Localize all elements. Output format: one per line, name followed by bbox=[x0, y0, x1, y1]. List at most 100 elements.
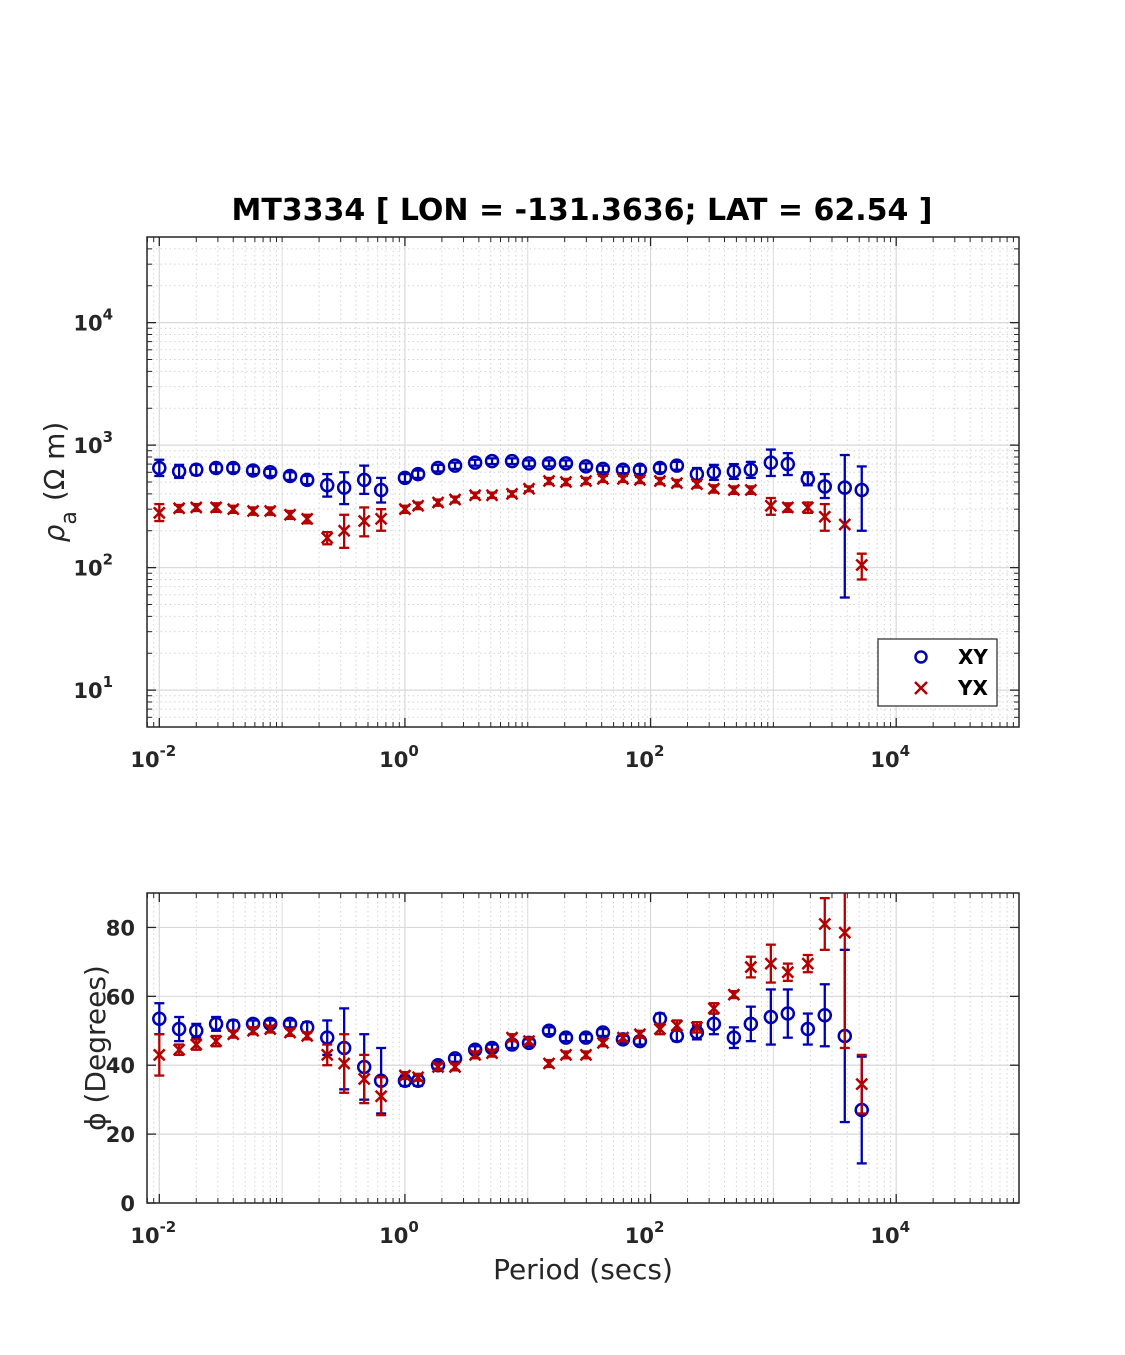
resistivity-errorbar bbox=[560, 459, 571, 468]
resistivity-point-yx bbox=[744, 483, 758, 497]
resistivity-errorbar bbox=[782, 451, 793, 477]
phase-errorbar bbox=[765, 988, 776, 1046]
phase-point-yx bbox=[468, 1048, 482, 1062]
phase-point-yx bbox=[337, 1057, 351, 1070]
phase-point-yx bbox=[801, 957, 815, 970]
resistivity-point-xy bbox=[189, 462, 204, 477]
phase-point-xy bbox=[208, 1016, 224, 1032]
resistivity-point-yx bbox=[263, 504, 277, 518]
phase-axes: 10-2 100 102 104 0 20 40 60 80 ϕ (Degrees) Perio… bbox=[79, 892, 1020, 1286]
phase-ytick-label: 0 bbox=[120, 1192, 135, 1216]
phase-point-xy bbox=[578, 1030, 594, 1045]
phase-errorbar bbox=[839, 893, 850, 1050]
phase-point-yx bbox=[744, 960, 758, 974]
phase-xtick-label: 10-2 bbox=[130, 1218, 176, 1248]
resistivity-point-yx bbox=[448, 493, 462, 506]
phase-point-xy bbox=[726, 1030, 742, 1045]
resistivity-errorbar bbox=[507, 457, 518, 466]
resistivity-ylabel-sub: a bbox=[57, 511, 82, 524]
resistivity-point-xy bbox=[336, 480, 352, 495]
phase-point-yx bbox=[448, 1060, 462, 1074]
phase-ytick-label: 20 bbox=[106, 1123, 135, 1147]
phase-point-yx bbox=[542, 1057, 556, 1070]
resistivity-errorbar bbox=[376, 476, 387, 504]
resistivity-point-yx bbox=[337, 524, 351, 538]
legend-yx-marker bbox=[914, 681, 928, 695]
resistivity-point-yx bbox=[357, 514, 371, 528]
phase-point-xy bbox=[558, 1030, 574, 1045]
phase-grid bbox=[146, 893, 1020, 1203]
resistivity-point-yx bbox=[374, 512, 388, 526]
phase-point-yx bbox=[670, 1019, 684, 1032]
phase-point-yx bbox=[357, 1072, 371, 1086]
resistivity-data bbox=[152, 448, 869, 599]
resistivity-point-yx bbox=[633, 473, 647, 487]
resistivity-point-xy bbox=[504, 453, 520, 469]
resistivity-point-yx bbox=[320, 531, 334, 545]
chart-title: MT3334 [ LON = -131.3636; LAT = 62.54 ] bbox=[231, 193, 932, 228]
resistivity-point-xy bbox=[171, 464, 187, 479]
resistivity-point-yx bbox=[398, 502, 412, 516]
resistivity-ytick-label: 104 bbox=[73, 306, 113, 336]
resistivity-point-yx bbox=[838, 518, 852, 531]
resistivity-axes-box bbox=[146, 236, 1020, 728]
phase-point-xy bbox=[152, 1011, 167, 1026]
resistivity-point-yx bbox=[818, 510, 832, 524]
resistivity-point-yx bbox=[226, 502, 240, 516]
phase-point-yx bbox=[616, 1031, 630, 1045]
resistivity-point-xy bbox=[262, 465, 278, 480]
phase-point-yx bbox=[411, 1070, 425, 1084]
phase-ytick-label: 40 bbox=[106, 1054, 135, 1078]
phase-point-yx bbox=[596, 1036, 610, 1050]
phase-point-yx bbox=[246, 1024, 260, 1038]
resistivity-errorbar bbox=[580, 462, 591, 471]
phase-point-yx bbox=[838, 926, 852, 939]
phase-point-xy bbox=[743, 1016, 759, 1032]
resistivity-point-yx bbox=[505, 487, 519, 501]
resistivity-point-xy bbox=[319, 478, 335, 493]
resistivity-point-yx bbox=[209, 501, 223, 514]
phase-point-xy bbox=[171, 1021, 187, 1037]
phase-point-yx bbox=[727, 988, 741, 1001]
resistivity-errorbar bbox=[470, 458, 481, 467]
resistivity-ylabel: ρa (Ω m) bbox=[38, 422, 82, 543]
phase-point-xy bbox=[817, 1008, 833, 1023]
resistivity-errorbar bbox=[359, 464, 370, 496]
resistivity-point-yx bbox=[246, 504, 260, 518]
phase-point-xy bbox=[800, 1021, 816, 1037]
resistivity-point-xy bbox=[430, 460, 446, 476]
legend-yx-label: YX bbox=[957, 676, 988, 700]
phase-point-yx bbox=[559, 1048, 573, 1062]
resistivity-point-xy bbox=[743, 462, 759, 477]
resistivity-errorbar bbox=[819, 472, 830, 500]
resistivity-point-xy bbox=[854, 482, 869, 498]
resistivity-point-xy bbox=[521, 456, 537, 471]
phase-point-xy bbox=[780, 1006, 796, 1021]
resistivity-point-xy bbox=[632, 462, 648, 477]
phase-xtick-label: 104 bbox=[870, 1218, 910, 1248]
resistivity-point-xy bbox=[373, 482, 389, 498]
phase-errorbar bbox=[782, 988, 793, 1039]
resistivity-xtick-label: 102 bbox=[625, 742, 665, 772]
phase-point-yx bbox=[398, 1069, 412, 1082]
resistivity-point-xy bbox=[282, 468, 298, 484]
resistivity-point-xy bbox=[800, 471, 816, 487]
resistivity-point-xy bbox=[397, 470, 413, 486]
resistivity-point-yx bbox=[522, 482, 536, 496]
phase-point-yx bbox=[209, 1034, 223, 1048]
phase-point-xy bbox=[706, 1016, 722, 1032]
phase-point-xy bbox=[763, 1009, 779, 1025]
resistivity-point-xy bbox=[541, 456, 557, 471]
resistivity-errorbar bbox=[839, 453, 850, 599]
phase-errorbar bbox=[802, 1012, 813, 1046]
phase-ticks: 10-2 100 102 104 0 20 40 60 80 bbox=[106, 893, 1020, 1248]
phase-xtick-label: 100 bbox=[379, 1218, 419, 1248]
phase-plot-area bbox=[147, 893, 1019, 1203]
resistivity-ticks: 10-2 100 102 104 101 102 103 104 bbox=[73, 236, 1020, 772]
resistivity-point-yx bbox=[596, 472, 610, 486]
resistivity-axes: 10-2 100 102 104 101 102 103 104 ρa (Ω m) XY YX bbox=[38, 236, 1020, 772]
phase-ytick-label: 60 bbox=[106, 985, 135, 1009]
resistivity-xtick-label: 104 bbox=[870, 742, 910, 772]
phase-ylabel: ϕ (Degrees) bbox=[79, 965, 112, 1131]
